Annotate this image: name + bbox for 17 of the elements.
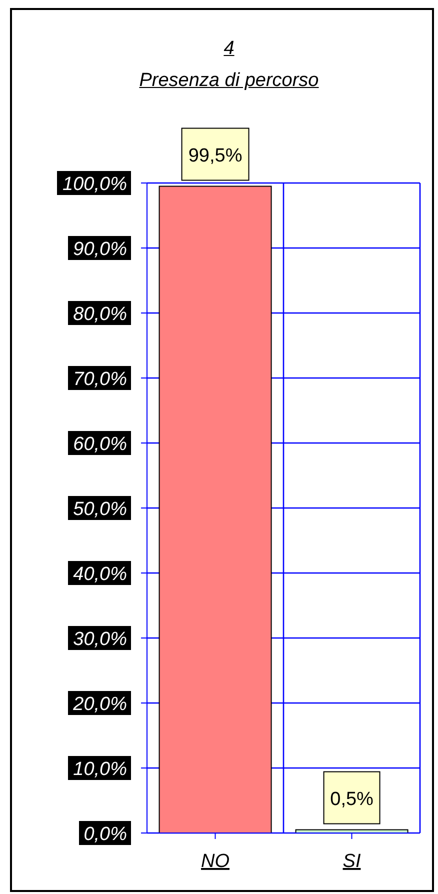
y-tick-label: 40,0% [73, 564, 128, 585]
y-tick-label: 0,0% [84, 824, 128, 845]
chart-subtitle: Presenza di percorso [138, 70, 320, 92]
y-tick-label: 100,0% [62, 174, 128, 195]
data-label: 99,5% [188, 145, 242, 166]
y-tick-label: 10,0% [73, 759, 128, 780]
data-label: 0,5% [330, 788, 374, 810]
y-tick-label: 60,0% [73, 434, 128, 455]
y-tick-label: 80,0% [73, 304, 128, 325]
y-tick-label: 70,0% [73, 369, 128, 390]
x-tick-label: NO [201, 851, 230, 872]
chart-title: 4 [222, 38, 236, 60]
y-tick-label: 50,0% [73, 499, 128, 520]
y-tick-label: 20,0% [72, 694, 128, 715]
x-tick-label: SI [342, 851, 362, 872]
y-tick-label: 90,0% [73, 239, 128, 260]
y-tick-label: 30,0% [73, 629, 128, 650]
